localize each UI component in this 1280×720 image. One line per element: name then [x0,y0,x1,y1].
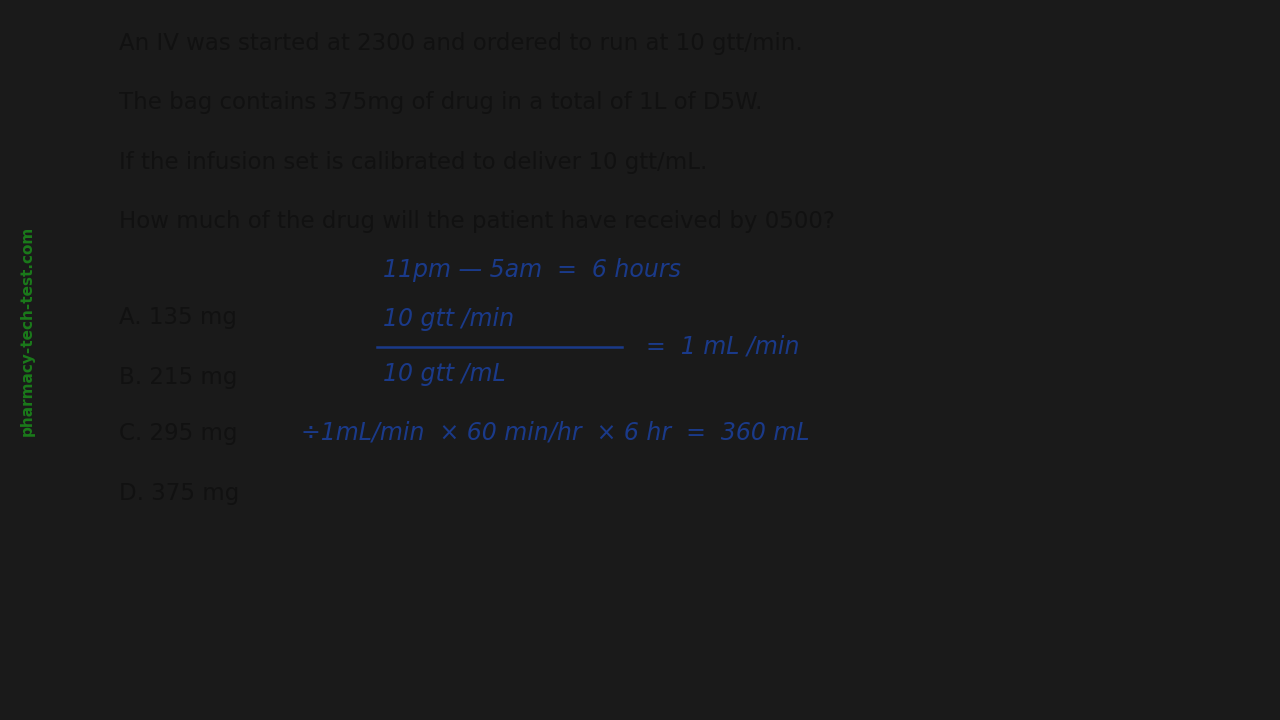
Text: How much of the drug will the patient have received by 0500?: How much of the drug will the patient ha… [119,210,836,233]
Text: D. 375 mg: D. 375 mg [119,482,239,505]
Text: 10 gtt /mL: 10 gtt /mL [383,362,506,386]
Text: pharmacy-tech-test.com: pharmacy-tech-test.com [20,226,35,436]
Text: C. 295 mg: C. 295 mg [119,423,238,446]
Text: If the infusion set is calibrated to deliver 10 gtt/mL.: If the infusion set is calibrated to del… [119,150,708,174]
Text: The bag contains 375mg of drug in a total of 1L of D5W.: The bag contains 375mg of drug in a tota… [119,91,763,114]
Text: 10 gtt /min: 10 gtt /min [383,307,513,331]
Text: An IV was started at 2300 and ordered to run at 10 gtt/min.: An IV was started at 2300 and ordered to… [119,32,803,55]
Text: ÷1mL/min  × 60 min/hr  × 6 hr  =  360 mL: ÷1mL/min × 60 min/hr × 6 hr = 360 mL [301,420,809,444]
Text: A. 135 mg: A. 135 mg [119,307,237,330]
Text: =  1 mL /min: = 1 mL /min [646,334,799,359]
Text: B. 215 mg: B. 215 mg [119,366,238,389]
Text: 11pm — 5am  =  6 hours: 11pm — 5am = 6 hours [383,258,681,282]
